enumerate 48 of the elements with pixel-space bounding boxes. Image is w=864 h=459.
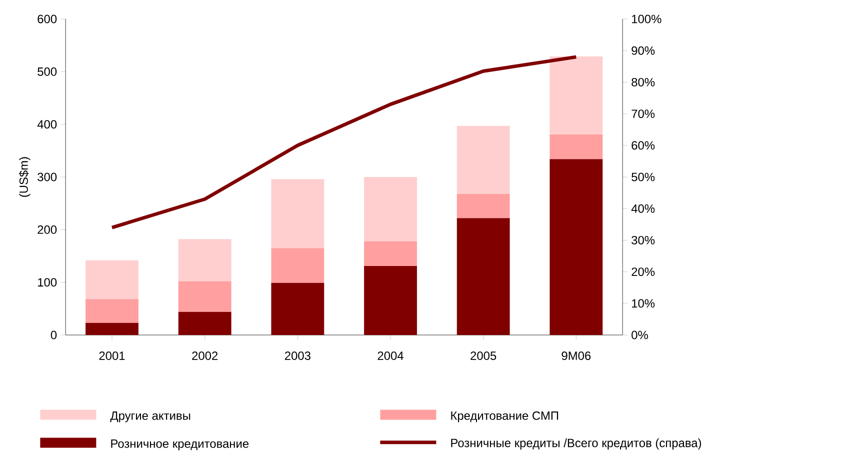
x-tick-label: 9M06 bbox=[562, 352, 591, 360]
bar bbox=[550, 56, 603, 134]
legend-label: Другие активы bbox=[110, 412, 190, 422]
x-tick-label: 2001 bbox=[99, 352, 125, 360]
x-tick-label: 2004 bbox=[378, 352, 404, 360]
bar bbox=[456, 126, 510, 194]
y-axis-title: (US$m) bbox=[18, 157, 30, 197]
bar bbox=[271, 282, 324, 335]
y-tick-label: 400 bbox=[37, 120, 57, 129]
bar bbox=[86, 299, 138, 323]
y2-tick-label: 80% bbox=[632, 78, 655, 86]
y-tick-label: 0 bbox=[50, 330, 57, 340]
y2-tick-label: 30% bbox=[632, 236, 655, 244]
y2-tick-label: 60% bbox=[632, 141, 655, 150]
x-tick-label: 2005 bbox=[470, 352, 496, 360]
legend-label: Розничные кредиты /Всего кредитов (справа) bbox=[451, 438, 702, 450]
x-tick-label: 2002 bbox=[192, 352, 218, 360]
legend-label: Кредитование СМП bbox=[451, 411, 558, 422]
bar bbox=[178, 281, 232, 312]
bar bbox=[550, 159, 603, 335]
bar bbox=[364, 241, 417, 266]
y2-tick-label: 100% bbox=[632, 14, 662, 24]
y2-tick-label: 40% bbox=[631, 204, 655, 213]
bar bbox=[271, 248, 324, 283]
y-tick-label: 600 bbox=[38, 14, 57, 24]
bar bbox=[86, 322, 138, 335]
y-tick-label: 500 bbox=[38, 67, 57, 76]
y2-tick-label: 0% bbox=[632, 330, 648, 340]
legend-label: Розничное кредитование bbox=[111, 440, 249, 450]
y-tick-label: 200 bbox=[38, 225, 57, 234]
bar bbox=[178, 312, 232, 335]
y2-tick-label: 70% bbox=[632, 110, 655, 118]
bar bbox=[271, 179, 324, 248]
bar bbox=[178, 239, 232, 282]
y-tick-label: 100 bbox=[38, 278, 57, 287]
bar bbox=[364, 176, 417, 242]
bar bbox=[550, 134, 603, 160]
x-tick-label: 2003 bbox=[284, 352, 310, 360]
y2-tick-label: 90% bbox=[632, 46, 655, 55]
bar bbox=[456, 218, 510, 335]
bar bbox=[456, 194, 510, 218]
y2-tick-label: 10% bbox=[632, 299, 655, 308]
y-tick-label: 300 bbox=[38, 172, 57, 182]
y2-tick-label: 50% bbox=[632, 172, 655, 182]
bar bbox=[364, 266, 417, 335]
line-series bbox=[110, 55, 578, 230]
bar bbox=[86, 260, 138, 300]
y2-tick-label: 20% bbox=[632, 268, 655, 276]
